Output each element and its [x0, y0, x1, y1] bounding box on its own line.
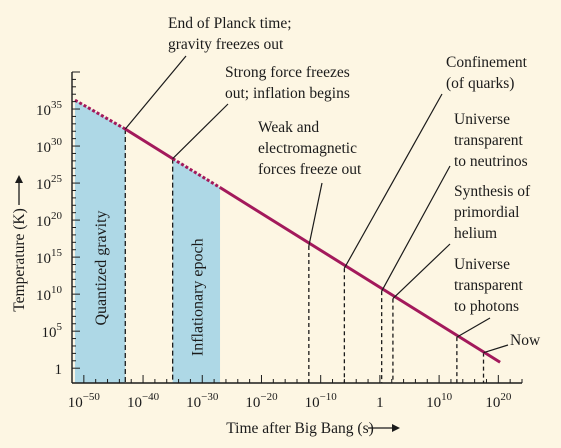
- x-tick-label: 10−30: [186, 391, 219, 411]
- y-tick-label: 1010: [36, 284, 63, 304]
- y-tick-label: 1015: [36, 247, 63, 267]
- epoch-label-quantized-gravity: Quantized gravity: [93, 210, 110, 325]
- event-leader-line-4: [381, 165, 451, 292]
- event-annotation-now: Now: [510, 332, 541, 349]
- y-tick-label: 1030: [36, 136, 63, 156]
- event-annotation-synthesis-of: Synthesis of primordial helium: [454, 183, 531, 242]
- x-axis-arrowhead: [392, 424, 400, 432]
- event-leader-line-6: [456, 317, 491, 338]
- y-tick-label: 1035: [36, 99, 63, 119]
- curve-solid-segment-0: [124, 127, 174, 160]
- x-tick-label: 10−20: [245, 391, 278, 411]
- x-tick-label: 1010: [426, 391, 453, 411]
- event-leader-line-7: [483, 344, 509, 354]
- event-annotation-universe: Universe transparent to neutrinos: [454, 111, 528, 170]
- x-axis-label: Time after Big Bang (s): [226, 420, 374, 437]
- event-annotation-confinement: Confinement (of quarks): [446, 54, 528, 92]
- y-axis-arrowhead: [15, 175, 23, 183]
- shaded-region-quantized-gravity: [74, 100, 126, 384]
- x-tick-label: 1020: [485, 391, 512, 411]
- event-annotation-universe: Universe transparent to photons: [454, 256, 524, 315]
- curve-solid-segment-1: [219, 186, 501, 364]
- y-tick-label: 105: [42, 321, 63, 341]
- event-leader-line-0: [124, 55, 187, 130]
- curve-dashed-segment-1: [171, 157, 221, 189]
- x-tick-label: 10−50: [68, 391, 101, 411]
- event-annotation-strong-force-freezes: Strong force freezes out; inflation begin…: [225, 64, 350, 102]
- event-leader-line-2: [308, 182, 323, 247]
- x-tick-label: 1: [376, 395, 384, 411]
- event-annotation-end-of-planck-time: End of Planck time; gravity freezes out: [168, 15, 292, 53]
- y-tick-label: 1: [55, 362, 63, 378]
- y-tick-label: 1020: [36, 210, 63, 230]
- event-leader-line-1: [172, 103, 229, 160]
- x-tick-label: 10−10: [305, 391, 338, 411]
- shaded-region-inflationary-epoch: [172, 158, 221, 383]
- event-annotation-weak-and: Weak and electromagnetic forces freeze out: [258, 119, 362, 178]
- epoch-label-inflationary-epoch: Inflationary epoch: [189, 238, 206, 356]
- x-tick-label: 10−40: [127, 391, 160, 411]
- event-leader-line-5: [392, 243, 451, 300]
- y-axis-label: Temperature (K): [11, 208, 28, 311]
- event-leader-line-3: [343, 93, 443, 269]
- y-tick-label: 1025: [36, 173, 63, 193]
